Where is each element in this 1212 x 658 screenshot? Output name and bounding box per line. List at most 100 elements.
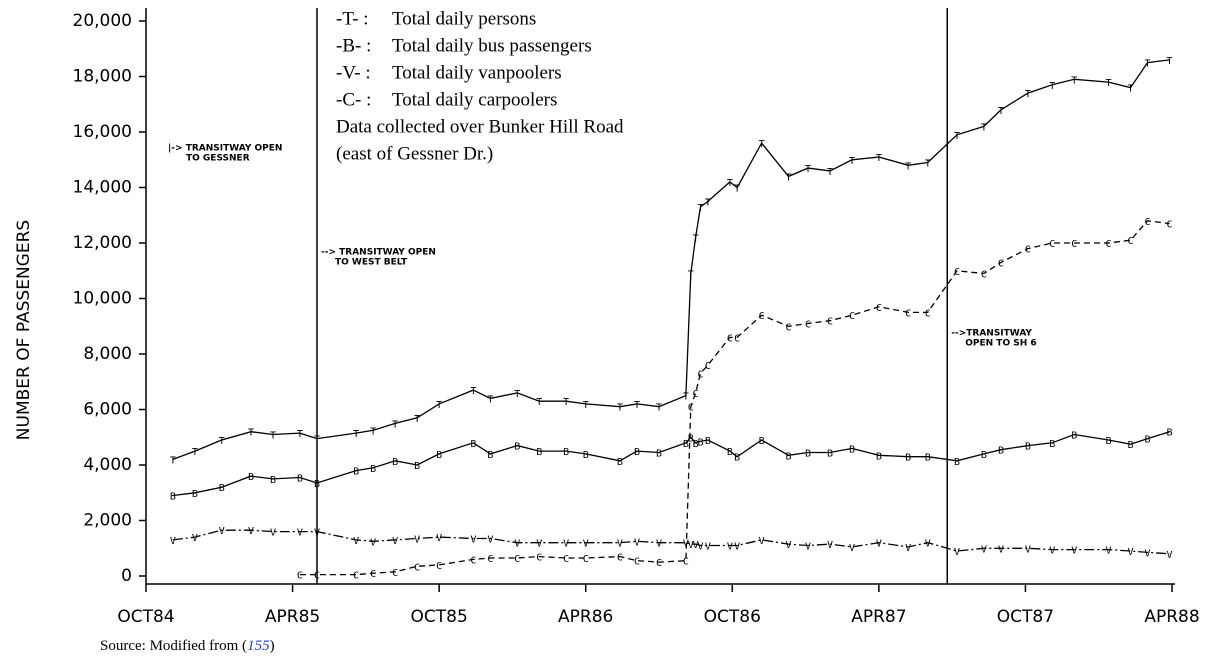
point-marker: T — [414, 414, 420, 425]
x-tick-label: APR87 — [851, 607, 906, 627]
point-marker: C — [370, 569, 376, 580]
point-marker: B — [370, 464, 376, 475]
series-line — [172, 431, 1170, 497]
point-marker: C — [617, 553, 623, 564]
point-marker: C — [470, 555, 476, 566]
y-axis-label: NUMBER OF PASSENGERS — [14, 220, 34, 440]
point-marker: T — [827, 167, 833, 178]
point-marker: C — [1145, 217, 1151, 228]
point-marker: B — [414, 461, 420, 472]
point-marker: B — [583, 450, 589, 461]
point-marker: B — [353, 467, 359, 478]
y-tick-label: 12,000 — [73, 233, 132, 253]
point-marker: T — [353, 429, 359, 440]
point-marker: V — [1105, 546, 1111, 557]
point-marker: C — [353, 571, 359, 582]
point-marker: B — [905, 453, 911, 464]
point-marker: C — [1025, 245, 1031, 256]
point-marker: B — [925, 453, 931, 464]
point-marker: B — [981, 450, 987, 461]
point-marker: T — [954, 131, 960, 142]
source-ref[interactable]: 155 — [247, 638, 270, 654]
legend-label: Total daily bus passengers — [392, 35, 592, 56]
point-marker: V — [436, 533, 442, 544]
point-marker: B — [1025, 442, 1031, 453]
point-marker: B — [514, 442, 520, 453]
point-marker: B — [656, 449, 662, 460]
point-marker: T — [487, 394, 493, 405]
point-marker: T — [981, 122, 987, 133]
legend-label: Total daily vanpoolers — [392, 62, 562, 83]
annotation: --> TRANSITWAY OPEN — [321, 248, 436, 258]
point-marker: C — [981, 270, 987, 281]
point-marker: C — [634, 557, 640, 568]
point-marker: T — [248, 428, 254, 439]
x-tick-label: APR88 — [1144, 607, 1199, 627]
point-marker: V — [414, 535, 420, 546]
point-marker: C — [1127, 236, 1133, 247]
point-marker: B — [248, 472, 254, 483]
point-marker: T — [297, 429, 303, 440]
point-marker: V — [785, 540, 791, 551]
point-marker: V — [981, 544, 987, 555]
point-marker: C — [436, 561, 442, 572]
y-tick-label: 18,000 — [73, 67, 132, 87]
point-marker: V — [734, 541, 740, 552]
point-marker: B — [734, 453, 740, 464]
y-tick-label: 16,000 — [73, 122, 132, 142]
legend-key: -V- : — [336, 62, 371, 83]
point-marker: B — [219, 483, 225, 494]
point-marker: V — [693, 540, 699, 551]
point-marker: B — [693, 439, 699, 450]
x-tick-label: OCT87 — [997, 607, 1054, 627]
point-marker: T — [785, 172, 791, 183]
point-marker: V — [270, 528, 276, 539]
point-marker: V — [248, 526, 254, 537]
point-marker: C — [954, 267, 960, 278]
point-marker: V — [297, 528, 303, 539]
point-marker: V — [998, 544, 1004, 555]
point-marker: V — [1167, 550, 1173, 561]
point-marker: T — [1105, 78, 1111, 89]
point-marker: B — [727, 447, 733, 458]
point-marker: B — [392, 457, 398, 468]
point-marker: V — [727, 541, 733, 552]
x-tick-label: APR85 — [265, 607, 320, 627]
y-tick-label: 14,000 — [73, 178, 132, 198]
point-marker: C — [688, 403, 694, 414]
point-marker: C — [656, 558, 662, 569]
point-marker: C — [925, 308, 931, 319]
point-marker: B — [876, 451, 882, 462]
y-tick-label: 8,000 — [83, 344, 132, 364]
point-marker: C — [998, 258, 1004, 269]
point-marker: V — [1145, 548, 1151, 559]
point-marker: B — [617, 457, 623, 468]
point-marker: B — [270, 475, 276, 486]
point-marker: B — [785, 451, 791, 462]
point-marker: V — [1127, 547, 1133, 558]
point-marker: B — [487, 450, 493, 461]
point-marker: C — [683, 557, 689, 568]
point-marker: B — [192, 489, 198, 500]
point-marker: T — [314, 435, 320, 446]
y-tick-label: 4,000 — [83, 455, 132, 475]
point-marker: T — [693, 233, 699, 244]
point-marker: C — [314, 571, 320, 582]
source-text: ) — [270, 638, 275, 654]
point-marker: T — [634, 400, 640, 411]
point-marker: C — [693, 389, 699, 400]
point-marker: C — [827, 317, 833, 328]
point-marker: B — [759, 436, 765, 447]
legend-key: -T- : — [336, 8, 369, 29]
point-marker: B — [805, 449, 811, 460]
point-marker: C — [734, 333, 740, 344]
point-marker: T — [170, 455, 176, 466]
point-marker: V — [617, 539, 623, 550]
point-marker: C — [514, 554, 520, 565]
point-marker: V — [353, 536, 359, 547]
point-marker: T — [925, 159, 931, 170]
point-marker: V — [827, 540, 833, 551]
y-tick-label: 20,000 — [73, 11, 132, 31]
point-marker: T — [998, 106, 1004, 117]
point-marker: C — [905, 308, 911, 319]
